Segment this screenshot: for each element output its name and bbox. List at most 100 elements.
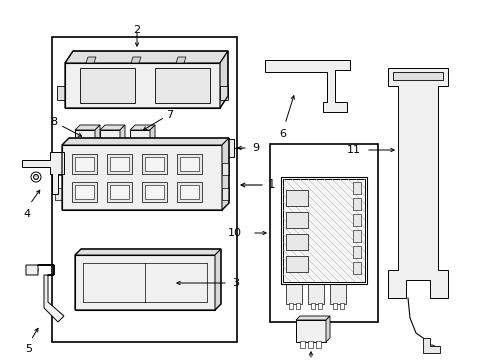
Bar — [110, 185, 129, 199]
Bar — [288, 303, 292, 309]
Bar — [285, 234, 307, 250]
Polygon shape — [422, 338, 439, 353]
Bar — [307, 341, 312, 348]
Bar — [66, 147, 75, 163]
Polygon shape — [155, 68, 209, 103]
Text: 8: 8 — [50, 117, 58, 127]
Bar — [146, 147, 149, 153]
Bar — [75, 157, 94, 171]
Polygon shape — [150, 125, 155, 148]
Text: 4: 4 — [23, 209, 30, 219]
Bar — [295, 320, 325, 342]
Polygon shape — [65, 63, 220, 108]
Bar — [285, 190, 307, 206]
Bar — [281, 177, 366, 284]
Bar — [285, 212, 307, 228]
Polygon shape — [22, 152, 64, 194]
Polygon shape — [387, 68, 447, 298]
Polygon shape — [120, 125, 125, 148]
Bar — [352, 214, 360, 226]
Bar — [100, 130, 120, 148]
Bar — [180, 157, 199, 171]
Polygon shape — [26, 265, 64, 322]
Bar — [307, 284, 324, 304]
Bar — [116, 147, 119, 153]
Text: 11: 11 — [346, 145, 360, 155]
Bar — [55, 188, 62, 200]
Bar — [295, 303, 299, 309]
Bar — [339, 303, 343, 309]
Bar — [142, 154, 167, 174]
Bar — [222, 163, 228, 175]
Polygon shape — [65, 51, 227, 63]
Bar — [142, 182, 167, 202]
Circle shape — [31, 172, 41, 182]
Bar — [352, 198, 360, 210]
Bar — [177, 182, 202, 202]
Bar — [163, 156, 171, 167]
Circle shape — [30, 266, 38, 274]
Polygon shape — [325, 316, 329, 342]
Polygon shape — [75, 249, 221, 255]
Bar — [130, 130, 150, 148]
Circle shape — [330, 103, 339, 112]
Bar — [285, 284, 302, 304]
Polygon shape — [75, 125, 100, 130]
Bar — [85, 147, 88, 153]
Bar — [285, 256, 307, 272]
Bar — [78, 147, 81, 153]
Text: 10: 10 — [227, 228, 242, 238]
Polygon shape — [62, 138, 228, 145]
Bar — [392, 72, 442, 80]
Bar — [76, 147, 85, 163]
Bar — [174, 156, 181, 167]
Bar — [72, 154, 97, 174]
Bar — [110, 147, 113, 153]
Polygon shape — [131, 57, 141, 63]
Circle shape — [266, 62, 274, 70]
Text: 9: 9 — [251, 143, 259, 153]
Bar — [352, 182, 360, 194]
Text: 2: 2 — [133, 25, 140, 35]
Polygon shape — [95, 125, 100, 148]
Bar — [133, 147, 136, 153]
Text: 1: 1 — [267, 179, 275, 192]
Polygon shape — [86, 57, 96, 63]
Text: 6: 6 — [279, 129, 286, 139]
Polygon shape — [62, 145, 222, 210]
Bar — [310, 303, 314, 309]
Bar — [224, 139, 234, 157]
Bar — [222, 188, 228, 200]
Bar — [352, 246, 360, 258]
Bar — [154, 156, 161, 167]
Bar — [109, 156, 116, 167]
Bar — [352, 262, 360, 274]
Circle shape — [34, 175, 39, 180]
Circle shape — [412, 198, 422, 208]
Polygon shape — [220, 51, 227, 108]
Polygon shape — [130, 125, 155, 130]
Bar — [332, 303, 336, 309]
Bar — [52, 37, 237, 342]
Bar — [75, 130, 95, 148]
Bar — [269, 144, 377, 322]
Bar — [72, 182, 97, 202]
Bar — [107, 154, 132, 174]
Bar — [299, 341, 305, 348]
Bar — [180, 185, 199, 199]
Bar — [107, 182, 132, 202]
Bar — [329, 284, 346, 304]
Bar — [55, 163, 62, 175]
Bar — [103, 147, 106, 153]
Bar — [99, 156, 106, 167]
Circle shape — [428, 345, 434, 351]
Bar — [145, 185, 163, 199]
Text: 5: 5 — [25, 344, 32, 354]
Polygon shape — [222, 138, 228, 210]
Text: 3: 3 — [231, 278, 239, 288]
Bar — [317, 303, 321, 309]
Bar — [91, 147, 94, 153]
Bar — [79, 156, 86, 167]
Bar — [352, 230, 360, 242]
Circle shape — [412, 98, 422, 108]
